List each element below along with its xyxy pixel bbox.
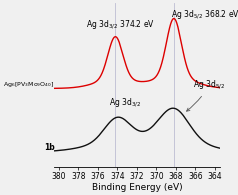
Text: Ag 3d$_{3/2}$ 374.2 eV: Ag 3d$_{3/2}$ 374.2 eV xyxy=(86,19,155,31)
Text: 1b: 1b xyxy=(44,143,55,152)
Text: Ag 3d$_{5/2}$: Ag 3d$_{5/2}$ xyxy=(187,79,226,111)
Text: Ag 3d$_{3/2}$: Ag 3d$_{3/2}$ xyxy=(109,96,141,109)
X-axis label: Binding Energy (eV): Binding Energy (eV) xyxy=(92,183,182,191)
Text: Ag 3d$_{5/2}$ 368.2 eV: Ag 3d$_{5/2}$ 368.2 eV xyxy=(171,8,238,21)
Text: Ag$_6$[PV$_3$Mo$_9$O$_{40}$]: Ag$_6$[PV$_3$Mo$_9$O$_{40}$] xyxy=(3,80,55,89)
